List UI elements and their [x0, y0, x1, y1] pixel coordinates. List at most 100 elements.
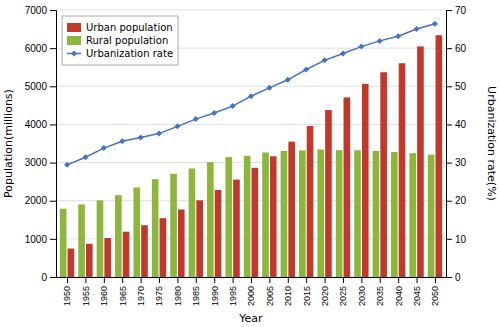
- axis-line: [50, 11, 57, 278]
- grid-line: [56, 200, 446, 201]
- tick-label: 7000: [25, 5, 48, 16]
- y-axis: 01000200030004000500060007000: [25, 5, 57, 283]
- tick: 1980: [173, 277, 183, 306]
- tick-label: 1000: [25, 234, 48, 245]
- marker: [248, 93, 254, 99]
- bar: [189, 168, 196, 277]
- bar: [288, 142, 295, 277]
- tick-mark: [446, 48, 452, 49]
- tick-label: 2030: [357, 286, 367, 306]
- tick-label: 2015: [302, 286, 312, 306]
- bar: [391, 152, 398, 277]
- bar: [281, 151, 288, 277]
- axis-line: [447, 11, 453, 278]
- tick: 40: [446, 119, 467, 130]
- bar: [362, 84, 369, 277]
- tick: 10: [446, 234, 467, 245]
- marker: [156, 131, 162, 137]
- tick-mark: [85, 277, 86, 283]
- bar: [399, 63, 406, 277]
- tick-label: 3000: [25, 157, 48, 168]
- tick-mark: [417, 277, 418, 283]
- tick-mark: [446, 86, 452, 87]
- bar: [354, 150, 361, 277]
- tick-mark: [446, 124, 452, 125]
- tick-label: 2045: [412, 286, 422, 306]
- bar: [178, 209, 185, 277]
- bar: [317, 150, 324, 277]
- tick: 2015: [302, 277, 312, 306]
- tick-mark: [446, 277, 452, 278]
- tick-label: 4000: [25, 119, 48, 130]
- grid-line: [56, 162, 446, 163]
- bar: [299, 150, 306, 277]
- bar: [123, 232, 130, 277]
- bar: [133, 187, 140, 277]
- line-series: [64, 21, 438, 168]
- marker: [395, 33, 401, 39]
- bar: [60, 209, 67, 277]
- tick-label: 1955: [81, 286, 91, 306]
- tick: 1995: [228, 277, 238, 306]
- tick: 70: [446, 5, 467, 16]
- y2-axis: 010203040506070: [446, 5, 467, 283]
- tick-mark: [325, 277, 326, 283]
- tick: 1985: [191, 277, 201, 306]
- legend-swatch: [67, 23, 81, 32]
- tick-label: 2000: [246, 286, 256, 306]
- tick: 2010: [283, 277, 293, 306]
- tick-mark: [50, 10, 56, 11]
- tick-label: 1975: [154, 286, 164, 306]
- tick-label: 2020: [320, 286, 330, 306]
- legend-label: Urban population: [86, 22, 173, 33]
- tick: 30: [446, 157, 467, 168]
- tick: 1955: [81, 277, 91, 306]
- tick: 2005: [265, 277, 275, 306]
- grid-line: [56, 124, 446, 125]
- tick-label: 1950: [62, 286, 72, 306]
- tick-mark: [446, 201, 452, 202]
- marker: [432, 21, 438, 27]
- marker: [340, 50, 346, 56]
- bar: [196, 200, 203, 277]
- tick-mark: [306, 277, 307, 283]
- bar: [170, 174, 177, 277]
- bar: [115, 195, 122, 277]
- tick: 2045: [412, 277, 422, 306]
- tick-label: 50: [455, 81, 467, 92]
- marker: [266, 85, 272, 91]
- tick-label: 6000: [25, 43, 48, 54]
- bar: [225, 157, 232, 277]
- marker: [174, 123, 180, 129]
- tick-label: 1985: [191, 286, 201, 306]
- tick: 2030: [357, 277, 367, 306]
- marker: [138, 134, 144, 140]
- tick-label: 2005: [265, 286, 275, 306]
- tick-label: 1990: [210, 286, 220, 306]
- marker: [322, 57, 328, 63]
- bar: [97, 200, 104, 277]
- tick-mark: [50, 239, 56, 240]
- marker: [119, 138, 125, 144]
- tick-label: 1960: [99, 286, 109, 306]
- tick-label: 2040: [394, 286, 404, 306]
- legend-marker: [71, 51, 77, 57]
- bar-series: [68, 35, 443, 277]
- bar: [417, 46, 424, 277]
- legend: Urban populationRural populationUrbaniza…: [62, 16, 178, 65]
- x-axis-title: Year: [238, 312, 263, 325]
- bar: [307, 126, 314, 277]
- tick-mark: [50, 48, 56, 49]
- tick: 1970: [136, 277, 146, 306]
- tick: 2040: [394, 277, 404, 306]
- tick-mark: [122, 277, 123, 283]
- y-axis-title: Population(millions): [2, 89, 15, 198]
- tick-mark: [446, 10, 452, 11]
- tick-mark: [214, 277, 215, 283]
- tick-mark: [269, 277, 270, 283]
- tick-label: 2025: [338, 286, 348, 306]
- tick: 0: [41, 272, 56, 283]
- bar: [86, 244, 93, 277]
- tick: 2035: [375, 277, 385, 306]
- bar: [325, 110, 332, 277]
